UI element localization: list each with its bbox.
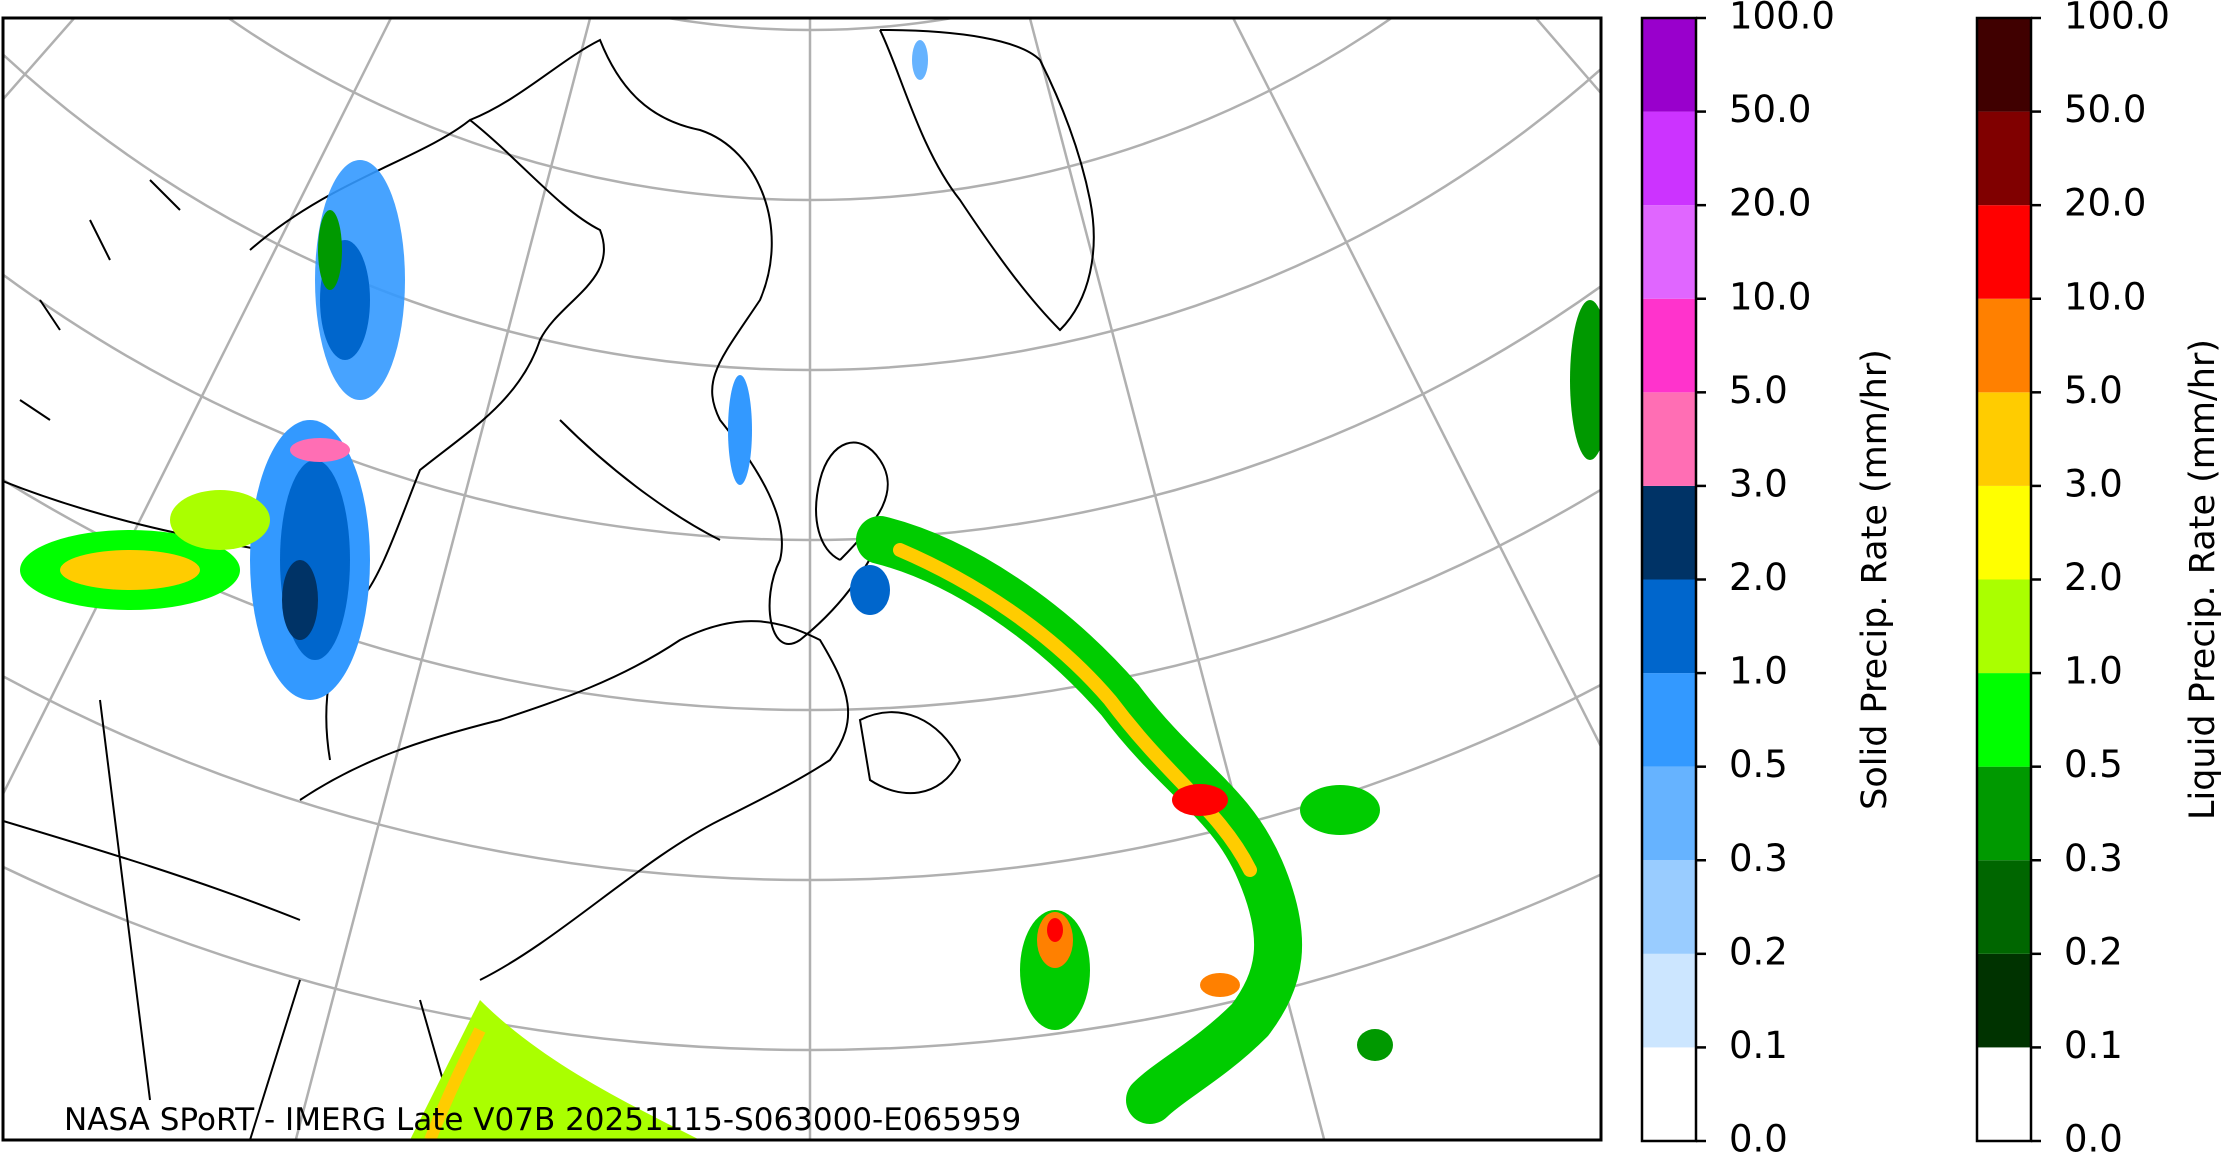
colorbar-segment — [1642, 205, 1696, 299]
map-frame — [1, 16, 1603, 1142]
colorbar-segment — [1977, 18, 2031, 112]
colorbar-tick-label: 2.0 — [1729, 556, 1788, 599]
colorbar-segment — [1977, 953, 2031, 1048]
colorbar-tick-label: 5.0 — [1729, 369, 1788, 412]
colorbar-segment — [1642, 673, 1696, 767]
colorbar-tick-label: 0.5 — [1729, 743, 1788, 786]
colorbar-tick-label: 0.3 — [2064, 837, 2123, 880]
colorbar-tick-label: 0.0 — [1729, 1118, 1788, 1161]
colorbar-tick-label: 0.5 — [2064, 743, 2123, 786]
coastlines — [3, 29, 1095, 1140]
colorbar-tick-label: 0.1 — [2064, 1024, 2123, 1067]
colorbar-tick-label: 50.0 — [1729, 88, 1811, 131]
colorbar-segment — [1977, 111, 2031, 206]
colorbar-segment — [1642, 18, 1696, 112]
colorbar-segment — [1642, 392, 1696, 486]
precipitation — [20, 40, 1601, 1140]
colorbar-segment — [1642, 1047, 1696, 1141]
colorbar-segment — [1642, 298, 1696, 393]
colorbar-segment — [1977, 860, 2031, 954]
colorbar-tick-label: 5.0 — [2064, 369, 2123, 412]
colorbar-segment — [1642, 485, 1696, 580]
colorbar-tick-label: 3.0 — [2064, 462, 2123, 505]
colorbar-tick-label: 0.2 — [1729, 930, 1788, 973]
colorbar-tick-label: 10.0 — [1729, 275, 1811, 318]
colorbar-segment — [1642, 111, 1696, 206]
colorbar-tick-label: 100.0 — [2064, 0, 2170, 38]
colorbar-segment — [1977, 766, 2031, 861]
colorbar-tick-label: 0.1 — [1729, 1024, 1788, 1067]
colorbar-tick-label: 0.0 — [2064, 1118, 2123, 1161]
colorbar-tick-label: 1.0 — [1729, 650, 1788, 693]
colorbar-label: Liquid Precip. Rate (mm/hr) — [2183, 339, 2223, 820]
colorbar-tick-label: 20.0 — [2064, 182, 2146, 225]
colorbar-segment — [1977, 392, 2031, 486]
colorbar-label: Solid Precip. Rate (mm/hr) — [1855, 349, 1895, 810]
colorbar-tick-label: 10.0 — [2064, 275, 2146, 318]
colorbar-segment — [1977, 673, 2031, 767]
colorbar-tick-label: 2.0 — [2064, 556, 2123, 599]
colorbar-segment — [1642, 766, 1696, 861]
colorbar-segment — [1642, 860, 1696, 954]
colorbar-tick-label: 50.0 — [2064, 88, 2146, 131]
colorbar-tick-label: 0.2 — [2064, 930, 2123, 973]
colorbar-tick-label: 3.0 — [1729, 462, 1788, 505]
colorbar-segment — [1642, 579, 1696, 674]
colorbar-tick-label: 0.3 — [1729, 837, 1788, 880]
colorbar-segment — [1977, 205, 2031, 299]
colorbar-segment — [1642, 953, 1696, 1048]
map-background — [3, 18, 1601, 1140]
colorbar-segment — [1977, 485, 2031, 580]
colorbar-tick-label: 1.0 — [2064, 650, 2123, 693]
colorbar-segment — [1977, 298, 2031, 393]
colorbar-segment — [1977, 1047, 2031, 1141]
colorbar-tick-label: 100.0 — [1729, 0, 1835, 38]
colorbar-segment — [1977, 579, 2031, 674]
colorbar-tick-label: 20.0 — [1729, 182, 1811, 225]
map-caption: NASA SPoRT - IMERG Late V07B 20251115-S0… — [64, 1102, 1021, 1138]
